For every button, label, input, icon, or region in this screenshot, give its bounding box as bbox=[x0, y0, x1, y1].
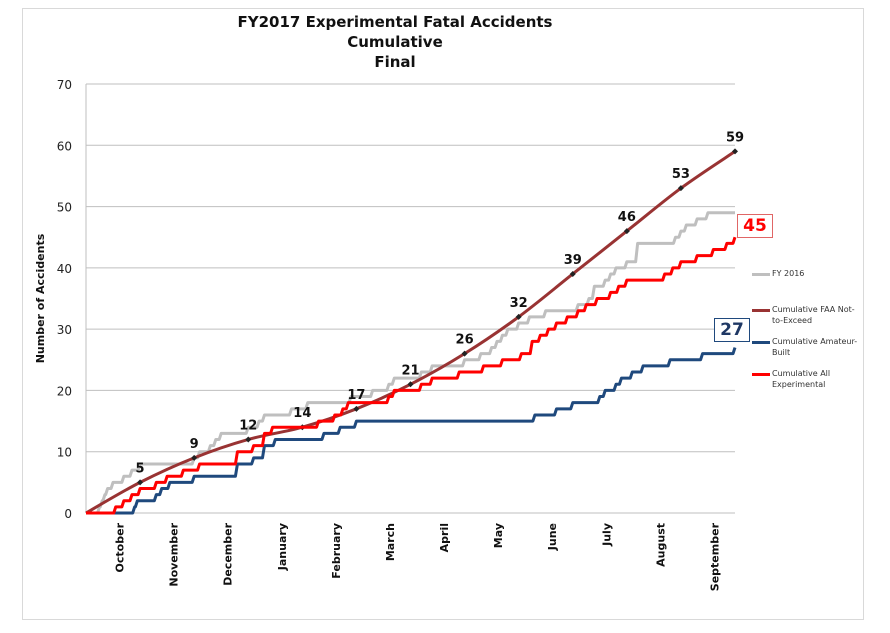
series-line-cumulative-amateur-built bbox=[86, 347, 737, 515]
series-marker-cumulative-faa-not-to-exceed-9 bbox=[569, 270, 576, 277]
data-label-cumulative-faa-not-to-exceed-10: 46 bbox=[618, 210, 636, 225]
chart-title-line-3: Final bbox=[374, 53, 416, 71]
legend-label-faa-not-to-exceed: Cumulative FAA Not-to-Exceed bbox=[772, 305, 855, 325]
series-marker-cumulative-faa-not-to-exceed-10 bbox=[623, 228, 630, 235]
x-tick-label-april: April bbox=[438, 523, 451, 552]
data-label-cumulative-faa-not-to-exceed-6: 21 bbox=[401, 363, 419, 378]
series-marker-cumulative-faa-not-to-exceed-7 bbox=[461, 350, 468, 357]
chart-title-line-2: Cumulative bbox=[347, 33, 443, 51]
legend-swatch-all-experimental bbox=[752, 373, 770, 376]
data-label-cumulative-faa-not-to-exceed-11: 53 bbox=[672, 167, 690, 182]
chart-title-line-1: FY2017 Experimental Fatal Accidents bbox=[237, 13, 553, 31]
data-label-cumulative-faa-not-to-exceed-2: 9 bbox=[190, 437, 199, 452]
series-line-cumulative-all-experimental bbox=[86, 236, 737, 515]
series-marker-cumulative-faa-not-to-exceed-8 bbox=[515, 313, 522, 320]
data-label-cumulative-faa-not-to-exceed-5: 17 bbox=[347, 388, 365, 403]
legend-label-all-experimental: Cumulative All Experimental bbox=[772, 369, 831, 389]
series-marker-cumulative-faa-not-to-exceed-1 bbox=[137, 479, 144, 486]
x-tick-label-june: June bbox=[546, 523, 559, 551]
x-tick-label-december: December bbox=[222, 522, 235, 585]
x-tick-label-july: July bbox=[600, 523, 613, 547]
series-marker-cumulative-faa-not-to-exceed-5 bbox=[353, 405, 360, 412]
y-tick-label-0: 0 bbox=[64, 507, 72, 521]
callout-amateur-built-total: 27 bbox=[714, 318, 750, 342]
x-tick-label-february: February bbox=[330, 523, 343, 579]
data-label-cumulative-faa-not-to-exceed-8: 32 bbox=[510, 296, 528, 311]
x-tick-label-january: January bbox=[276, 523, 289, 571]
series-marker-cumulative-faa-not-to-exceed-6 bbox=[407, 381, 414, 388]
series-marker-cumulative-faa-not-to-exceed-3 bbox=[245, 436, 252, 443]
data-label-cumulative-faa-not-to-exceed-7: 26 bbox=[456, 333, 474, 348]
y-tick-label-10: 10 bbox=[57, 446, 72, 460]
y-tick-label-40: 40 bbox=[57, 262, 72, 276]
data-label-cumulative-faa-not-to-exceed-12: 59 bbox=[726, 130, 744, 145]
chart-frame bbox=[22, 8, 864, 620]
data-label-cumulative-faa-not-to-exceed-9: 39 bbox=[564, 253, 582, 268]
y-axis-title: Number of Accidents bbox=[34, 233, 47, 363]
series-line-cumulative-faa-not-to-exceed bbox=[85, 150, 736, 515]
x-tick-label-october: October bbox=[114, 522, 127, 572]
series-marker-cumulative-faa-not-to-exceed-11 bbox=[677, 185, 684, 192]
data-label-cumulative-faa-not-to-exceed-1: 5 bbox=[136, 461, 145, 476]
y-tick-label-30: 30 bbox=[57, 323, 72, 337]
x-tick-label-may: May bbox=[492, 523, 505, 548]
y-tick-label-20: 20 bbox=[57, 384, 72, 398]
callout-all-experimental-total: 45 bbox=[737, 214, 773, 238]
legend-label-fy2016: FY 2016 bbox=[772, 269, 805, 278]
series-line-fy-2016 bbox=[86, 211, 735, 515]
x-tick-label-september: September bbox=[708, 522, 721, 591]
series-marker-cumulative-faa-not-to-exceed-12 bbox=[732, 148, 738, 155]
legend-swatch-amateur-built bbox=[752, 341, 770, 344]
y-tick-label-70: 70 bbox=[57, 78, 72, 92]
x-tick-label-march: March bbox=[384, 523, 397, 561]
data-label-cumulative-faa-not-to-exceed-4: 14 bbox=[293, 406, 311, 421]
y-tick-label-50: 50 bbox=[57, 201, 72, 215]
data-label-cumulative-faa-not-to-exceed-3: 12 bbox=[239, 418, 257, 433]
legend-label-amateur-built: Cumulative Amateur-Built bbox=[772, 337, 858, 357]
series-marker-cumulative-faa-not-to-exceed-2 bbox=[191, 454, 198, 461]
legend-swatch-fy2016 bbox=[752, 273, 770, 276]
chart-title: FY2017 Experimental Fatal Accidents Cumu… bbox=[0, 12, 790, 72]
legend-swatch-faa-not-to-exceed bbox=[752, 309, 770, 312]
x-tick-label-august: August bbox=[654, 523, 667, 567]
y-tick-label-60: 60 bbox=[57, 139, 72, 153]
x-tick-label-november: November bbox=[168, 522, 181, 586]
